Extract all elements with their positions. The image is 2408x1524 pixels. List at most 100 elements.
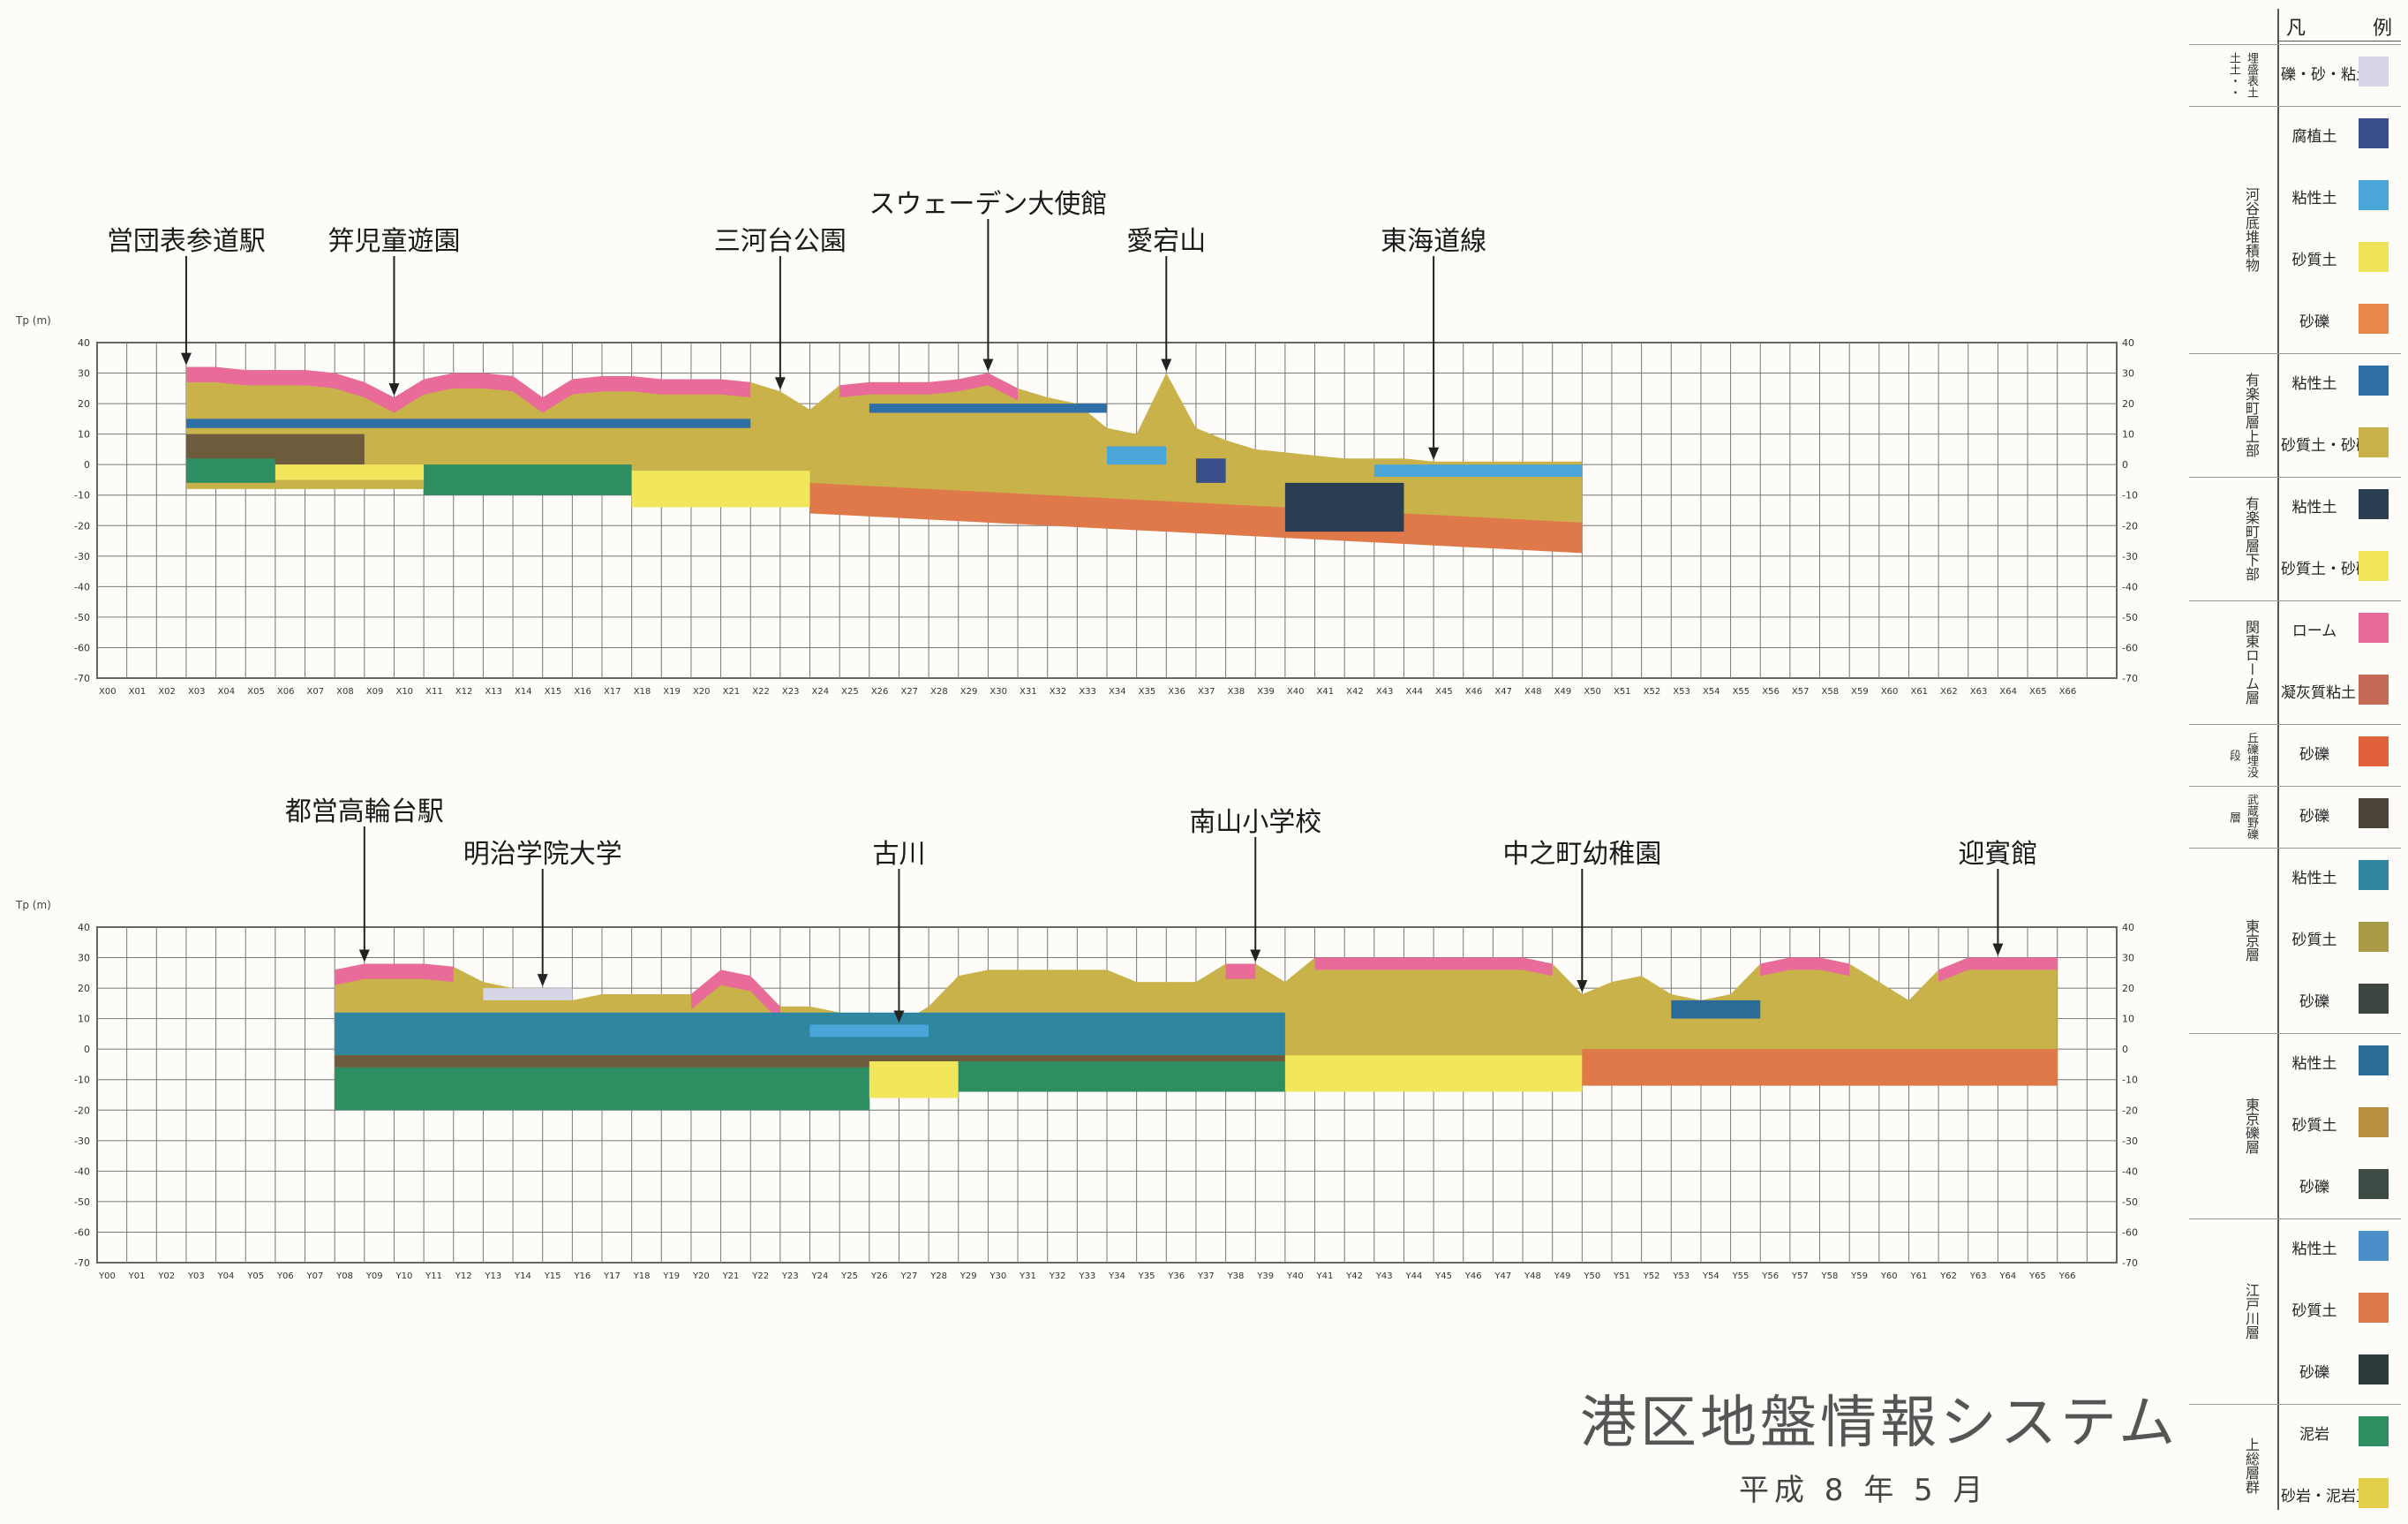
y-tick-right: -50 <box>2122 1196 2138 1208</box>
stratum-layer <box>185 366 1583 544</box>
legend-swatch <box>2359 613 2389 643</box>
x-tick-label: X14 <box>515 687 532 697</box>
x-tick-label: Y34 <box>1108 1271 1125 1280</box>
legend-item-label: 砂礫 <box>2299 1179 2329 1196</box>
x-tick-label: X61 <box>1910 687 1928 697</box>
x-tick-label: X24 <box>812 687 830 697</box>
x-tick-label: X65 <box>2029 687 2047 697</box>
stratum-layer <box>690 969 780 1022</box>
x-tick-label: Y48 <box>1524 1271 1541 1280</box>
stratum-layer <box>869 1061 959 1098</box>
x-tick-label: Y08 <box>335 1271 353 1280</box>
stratum-layer <box>631 471 810 508</box>
x-tick-label: X19 <box>663 687 681 697</box>
legend-group-label: 関東ローム層 <box>2243 620 2260 705</box>
legend-item-label: 砂質土 <box>2291 932 2337 949</box>
y-tick-left: -10 <box>74 490 90 502</box>
legend-swatch <box>2359 675 2389 705</box>
y-tick-left: -40 <box>74 581 90 592</box>
x-tick-label: X10 <box>395 687 413 697</box>
x-tick-label: Y63 <box>1969 1271 1987 1280</box>
x-tick-label: X36 <box>1168 687 1185 697</box>
legend-swatch <box>2359 1293 2389 1323</box>
landmark-arrow-head <box>1250 949 1261 962</box>
x-tick-label: X18 <box>634 687 651 697</box>
x-tick-label: X12 <box>455 687 473 697</box>
legend-swatch <box>2359 180 2389 210</box>
x-tick-label: X43 <box>1376 687 1394 697</box>
stratum-layer <box>424 464 632 495</box>
y-tick-right: -70 <box>2122 1257 2138 1269</box>
stratum-layer <box>1373 464 1583 477</box>
y-tick-left: -60 <box>74 642 90 653</box>
legend-group-label: 東京層 <box>2243 919 2260 962</box>
legend-swatch <box>2359 1478 2389 1508</box>
legend-group-separator <box>2189 106 2401 107</box>
x-tick-label: Y39 <box>1256 1271 1274 1280</box>
legend-swatch <box>2359 1231 2389 1261</box>
legend-item-label: 泥岩 <box>2299 1426 2329 1444</box>
x-tick-label: Y56 <box>1761 1271 1779 1280</box>
upper-axis-title: Tp (m) <box>16 314 51 327</box>
y-tick-left: -60 <box>74 1226 90 1238</box>
upper-cross-section-chart: 40 40 30 30 20 20 10 10 0 0 -10 -10 -20 -20 -30 -30 -40 -… <box>74 219 2138 697</box>
x-tick-label: X04 <box>218 687 236 697</box>
x-tick-label: X30 <box>990 687 1007 697</box>
landmark-label: 笄児童遊園 <box>327 226 461 257</box>
y-tick-left: -40 <box>74 1166 90 1177</box>
legend-swatch <box>2359 736 2389 766</box>
legend-header-left: 凡 <box>2286 18 2306 40</box>
x-tick-label: Y15 <box>544 1271 561 1280</box>
legend-item-label: 粘性土 <box>2291 870 2337 887</box>
x-tick-label: Y35 <box>1138 1271 1155 1280</box>
y-tick-right: -30 <box>2122 551 2138 562</box>
landmark-label: 愛宕山 <box>1126 226 1207 257</box>
landmark-arrow-head <box>774 377 786 390</box>
x-tick-label: Y45 <box>1434 1271 1452 1280</box>
landmark-label: 南山小学校 <box>1189 807 1322 838</box>
x-tick-label: X15 <box>545 687 562 697</box>
x-tick-label: X35 <box>1139 687 1156 697</box>
legend-item: 砂質土 <box>2281 230 2396 288</box>
x-tick-label: Y20 <box>692 1271 710 1280</box>
x-tick-label: Y16 <box>573 1271 591 1280</box>
y-tick-left: 10 <box>78 1014 90 1025</box>
legend-item-label: 砂礫 <box>2299 993 2329 1011</box>
legend-item: ローム <box>2281 600 2396 659</box>
legend-swatch <box>2359 57 2389 87</box>
stratum-layer <box>1938 957 2058 983</box>
x-tick-label: X66 <box>2059 687 2077 697</box>
x-tick-label: X23 <box>782 687 800 697</box>
y-tick-right: 30 <box>2122 953 2134 964</box>
x-tick-label: Y26 <box>870 1271 888 1280</box>
x-tick-label: X21 <box>723 687 741 697</box>
y-tick-right: -50 <box>2122 612 2138 623</box>
legend-swatch <box>2359 304 2389 334</box>
x-tick-label: Y65 <box>2028 1271 2046 1280</box>
x-tick-label: X02 <box>158 687 176 697</box>
x-tick-label: Y25 <box>840 1271 858 1280</box>
x-tick-label: X41 <box>1317 687 1335 697</box>
y-tick-left: -30 <box>74 551 90 562</box>
x-tick-label: Y44 <box>1404 1271 1422 1280</box>
landmark-label: スウェーデン大使館 <box>869 189 1108 220</box>
y-tick-left: -20 <box>74 1105 90 1116</box>
x-tick-label: Y53 <box>1672 1271 1689 1280</box>
y-tick-left: 0 <box>84 459 90 471</box>
y-tick-right: -60 <box>2122 642 2138 653</box>
x-tick-label: Y66 <box>2058 1271 2076 1280</box>
legend-group-separator <box>2189 1218 2401 1219</box>
x-tick-label: Y12 <box>455 1271 472 1280</box>
legend-swatch <box>2359 1416 2389 1446</box>
x-tick-label: Y49 <box>1554 1271 1571 1280</box>
x-tick-label: Y00 <box>98 1271 116 1280</box>
landmark-arrow-head <box>893 1010 905 1023</box>
x-tick-label: X07 <box>307 687 325 697</box>
legend-item: 粘性土 <box>2281 477 2396 535</box>
legend-item-label: 砂質土 <box>2291 252 2337 269</box>
x-tick-label: Y52 <box>1643 1271 1660 1280</box>
x-tick-label: Y64 <box>1998 1271 2016 1280</box>
x-tick-label: Y23 <box>781 1271 799 1280</box>
x-tick-label: X50 <box>1584 687 1601 697</box>
legend-item-label: 粘性土 <box>2291 190 2337 207</box>
